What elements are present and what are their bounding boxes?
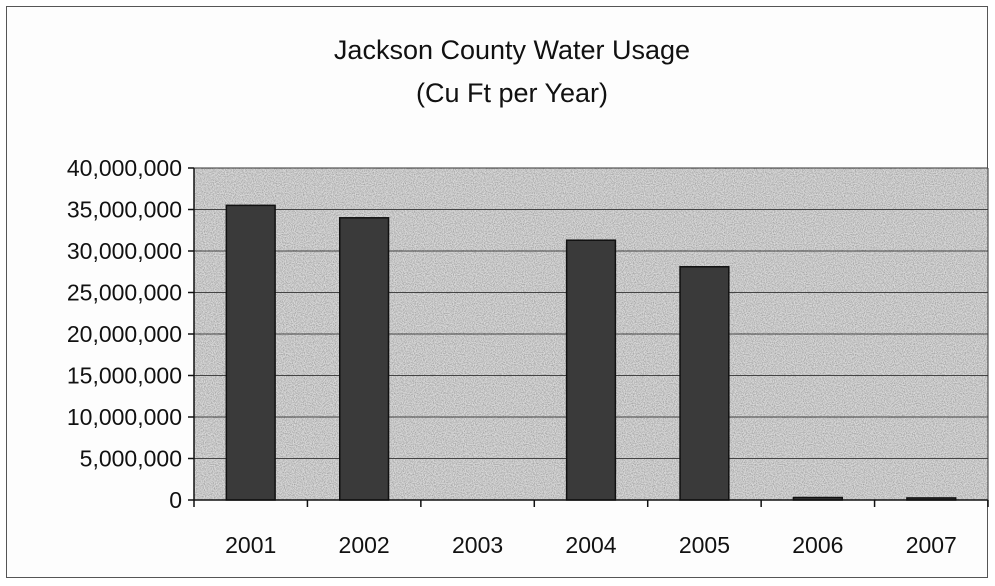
bar	[679, 266, 730, 501]
y-tick-label: 0	[169, 487, 182, 513]
y-tick-label: 25,000,000	[67, 280, 182, 306]
x-tick-label: 2006	[792, 532, 843, 558]
y-tick-label: 35,000,000	[67, 197, 182, 223]
y-tick-label: 5,000,000	[80, 446, 182, 472]
x-tick-label: 2001	[225, 532, 276, 558]
y-tick-label: 15,000,000	[67, 363, 182, 389]
bar	[565, 239, 617, 501]
y-axis-ticks: 0 5,000,000 10,000,000 15,000,000 20,000,000…	[67, 155, 194, 513]
bar	[225, 204, 276, 501]
y-tick-label: 10,000,000	[67, 404, 182, 430]
bars	[225, 204, 957, 501]
chart-subtitle: (Cu Ft per Year)	[416, 78, 608, 108]
x-tick-label: 2002	[339, 532, 390, 558]
y-tick-label: 40,000,000	[67, 155, 182, 181]
x-tick-label: 2004	[565, 532, 616, 558]
x-tick-label: 2007	[906, 532, 957, 558]
y-tick-label: 20,000,000	[67, 321, 182, 347]
chart-title: Jackson County Water Usage	[334, 35, 690, 65]
x-axis-ticks: 2001 2002 2003 2004 2005 2006 2007	[193, 500, 989, 558]
x-tick-label: 2003	[452, 532, 503, 558]
bar	[339, 217, 390, 501]
x-tick-label: 2005	[679, 532, 730, 558]
y-tick-label: 30,000,000	[67, 238, 182, 264]
